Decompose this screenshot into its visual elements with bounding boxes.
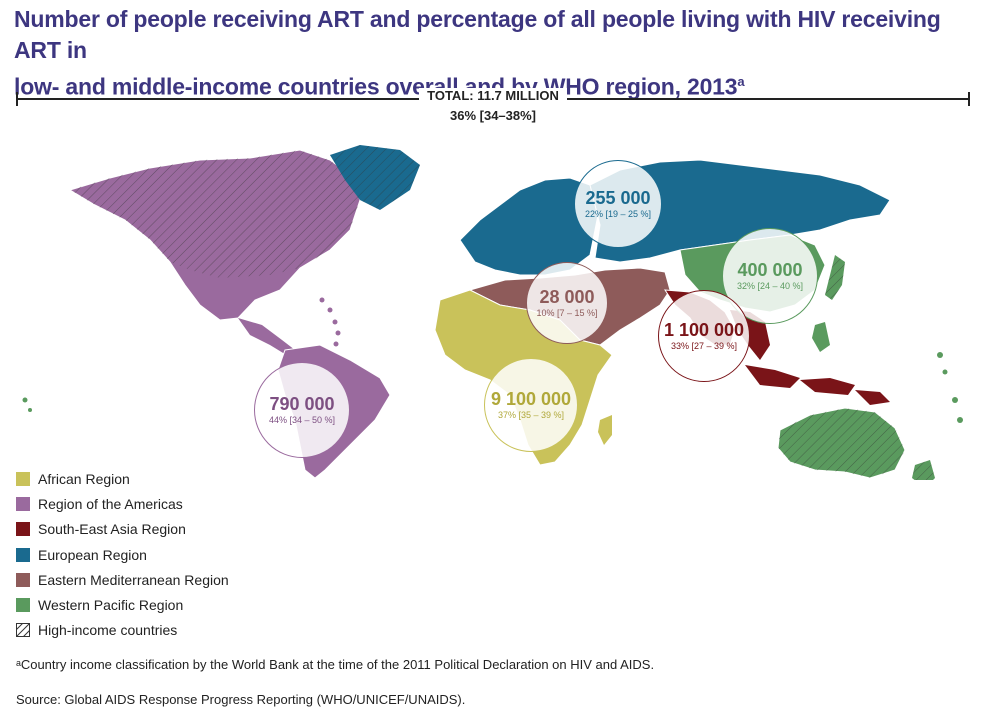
total-label-wrap: TOTAL: 11.7 MILLION: [16, 88, 970, 103]
legend-swatch-eastern-mediterranean: [16, 572, 30, 587]
african-region-value: 9 100 000: [490, 388, 572, 409]
legend-swatch-south-east-asia: [16, 522, 30, 537]
legend-label-americas: Region of the Americas: [38, 495, 183, 512]
total-label: TOTAL: 11.7 MILLION: [419, 88, 567, 103]
philippines-shape: [812, 322, 830, 352]
legend-swatch-european: [16, 547, 30, 562]
legend-item-high-income: High-income countries: [16, 618, 229, 643]
eastern-mediterranean-region-percent: 10% [7 – 15 %]: [536, 307, 598, 318]
new-zealand-hatched: [912, 460, 935, 480]
caribbean-island: [333, 341, 339, 347]
total-percent: 36% [34–38%]: [450, 108, 536, 123]
map-legend: African Region Region of the Americas So…: [16, 466, 229, 643]
madagascar-shape: [598, 415, 612, 445]
greenland-hatched: [330, 145, 420, 210]
legend-swatch-african: [16, 471, 30, 486]
legend-item-americas: Region of the Americas: [16, 491, 229, 516]
african-region-bubble: 9 100 000 37% [35 – 39 %]: [484, 358, 578, 452]
western-pacific-region-value: 400 000: [737, 259, 803, 280]
legend-swatch-americas: [16, 496, 30, 511]
title-line-2-text: low- and middle-income countries overall…: [14, 73, 738, 100]
caribbean-island: [332, 319, 338, 325]
eastern-mediterranean-region-bubble: 28 000 10% [7 – 15 %]: [526, 262, 608, 344]
japan-hatched: [825, 255, 845, 300]
legend-label-eastern-mediterranean: Eastern Mediterranean Region: [38, 571, 229, 588]
south-east-asia-region-percent: 33% [27 – 39 %]: [670, 340, 738, 351]
americas-region-value: 790 000: [269, 393, 335, 414]
legend-swatch-western-pacific: [16, 598, 30, 613]
usa-canada-hatched: [70, 150, 360, 278]
indonesia-shape: [745, 365, 890, 405]
map-title: Number of people receiving ART and perce…: [14, 4, 974, 103]
legend-label-african: African Region: [38, 470, 130, 487]
source-note: Source: Global AIDS Response Progress Re…: [16, 692, 466, 707]
pacific-island: [942, 369, 948, 375]
pacific-island: [952, 397, 958, 403]
title-line-2: low- and middle-income countries overall…: [14, 66, 974, 103]
african-region-percent: 37% [35 – 39 %]: [497, 409, 565, 420]
south-east-asia-region-value: 1 100 000: [663, 319, 745, 340]
caribbean-island: [327, 351, 333, 357]
footnote: ᵃCountry income classification by the Wo…: [16, 657, 655, 672]
legend-label-western-pacific: Western Pacific Region: [38, 597, 184, 614]
title-superscript: a: [737, 74, 745, 89]
title-line-1: Number of people receiving ART and perce…: [14, 6, 941, 63]
legend-item-european: European Region: [16, 542, 229, 567]
pacific-island: [957, 417, 963, 423]
legend-label-european: European Region: [38, 546, 147, 563]
eastern-mediterranean-region-value: 28 000: [539, 286, 595, 307]
total-bracket: TOTAL: 11.7 MILLION: [16, 88, 970, 110]
european-region-value: 255 000: [585, 187, 651, 208]
pacific-island: [937, 352, 943, 358]
caribbean-island: [319, 297, 325, 303]
australia-hatched: [778, 408, 905, 478]
caribbean-island: [327, 307, 333, 313]
european-region-percent: 22% [19 – 25 %]: [584, 208, 652, 219]
total-bracket-right-tick: [968, 92, 970, 106]
legend-item-south-east-asia: South-East Asia Region: [16, 517, 229, 542]
legend-item-eastern-mediterranean: Eastern Mediterranean Region: [16, 567, 229, 592]
atlantic-island: [28, 408, 32, 412]
americas-region-percent: 44% [34 – 50 %]: [268, 414, 336, 425]
legend-item-african: African Region: [16, 466, 229, 491]
americas-region-bubble: 790 000 44% [34 – 50 %]: [254, 362, 350, 458]
legend-label-high-income: High-income countries: [38, 622, 178, 639]
world-map: [22, 145, 963, 480]
legend-item-western-pacific: Western Pacific Region: [16, 592, 229, 617]
central-america-shape: [238, 318, 295, 356]
caribbean-island: [335, 330, 341, 336]
western-pacific-region-percent: 32% [24 – 40 %]: [736, 280, 804, 291]
european-region-bubble: 255 000 22% [19 – 25 %]: [574, 160, 662, 248]
legend-label-south-east-asia: South-East Asia Region: [38, 521, 186, 538]
russia-shape: [589, 159, 891, 263]
south-east-asia-region-bubble: 1 100 000 33% [27 – 39 %]: [658, 290, 750, 382]
legend-swatch-hatched-icon: [16, 623, 30, 638]
atlantic-island: [22, 397, 28, 403]
